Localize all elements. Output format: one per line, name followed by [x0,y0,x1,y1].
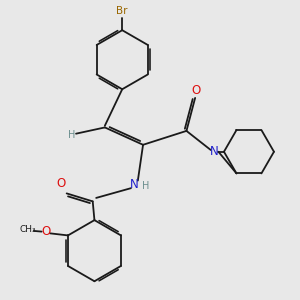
Text: N: N [210,145,219,158]
Text: O: O [57,177,66,190]
Text: O: O [191,84,200,97]
Text: H: H [68,130,76,140]
Text: Br: Br [116,6,128,16]
Text: N: N [130,178,139,191]
Text: H: H [142,182,149,191]
Text: O: O [41,225,50,238]
Text: CH₃: CH₃ [20,225,36,234]
